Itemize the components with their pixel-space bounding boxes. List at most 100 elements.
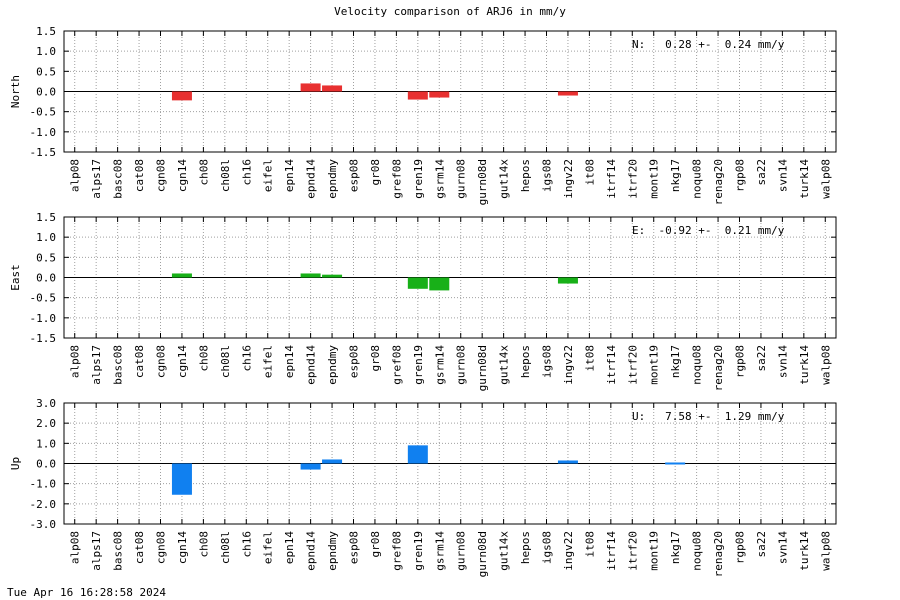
x-tick-label: walp08: [819, 345, 832, 385]
x-tick-label: gsrm14: [433, 159, 446, 199]
y-tick-label: 2.0: [36, 417, 56, 430]
x-tick-label: eifel: [262, 159, 275, 192]
x-tick-label: gr08: [369, 531, 382, 558]
chart-panel-up: 3.0 2.0 1.0 0.0 -1.0 -2.0 -3.0 alp08 alps17 basc0…: [9, 397, 837, 577]
x-tick-label: renag20: [712, 159, 725, 205]
plot-frame: [63, 30, 837, 153]
x-tick-label: gurn08: [455, 159, 468, 199]
y-tick-label: 1.5: [36, 211, 56, 224]
x-tick-label: basc08: [112, 159, 125, 199]
x-tick-label: gut14x: [498, 345, 511, 385]
x-tick-label: ch08l: [219, 531, 232, 564]
x-tick-label: ch16: [240, 345, 253, 372]
y-tick-label: 0.0: [36, 86, 56, 99]
x-tick-label: gr08: [369, 345, 382, 372]
y-tick-label: -0.5: [30, 106, 57, 119]
x-tick-label: gurn08d: [476, 159, 489, 205]
y-tick-label: 0.0: [36, 458, 56, 471]
bar-nkg17: [665, 462, 686, 465]
timestamp: Tue Apr 16 16:28:58 2024: [7, 586, 166, 599]
y-tick-label: -1.0: [30, 312, 57, 325]
x-tick-label: basc08: [112, 345, 125, 385]
bar-cgn14: [171, 91, 192, 101]
x-tick-label: ch16: [240, 531, 253, 558]
x-tick-label: mont19: [648, 345, 661, 385]
x-tick-label: ch08l: [219, 159, 232, 192]
x-tick-label: noqu08: [691, 159, 704, 199]
x-tick-label: it08: [583, 531, 596, 558]
x-tick-label: ch08l: [219, 345, 232, 378]
y-tick-label: 1.5: [36, 25, 56, 38]
plot-frame: [63, 402, 837, 525]
x-tick-label: ch08: [197, 159, 210, 186]
x-tick-label: gref08: [390, 159, 403, 199]
x-tick-label: cgn08: [155, 159, 168, 192]
x-tick-label: basc08: [112, 531, 125, 571]
x-tick-label: igs08: [541, 345, 554, 378]
x-tick-label: alp08: [69, 531, 82, 564]
x-tick-label: cgn14: [176, 345, 189, 378]
x-tick-label: epndmy: [326, 159, 339, 199]
x-tick-label: itrf14: [605, 531, 618, 571]
x-tick-label: epn14: [283, 345, 296, 378]
x-tick-label: rgp08: [734, 159, 747, 192]
bar-gren19: [407, 91, 428, 100]
y-tick-label: -1.5: [30, 146, 57, 159]
x-tick-label: itrf20: [626, 159, 639, 199]
y-tick-label: 1.0: [36, 231, 56, 244]
x-tick-label: gut14x: [498, 159, 511, 199]
x-tick-label: igs08: [541, 159, 554, 192]
bar-epnd14: [300, 83, 321, 92]
x-tick-label: itrf20: [626, 345, 639, 385]
chart-panel-north: 1.5 1.0 0.5 0.0 -0.5 -1.0 -1.5 alp08 alps17 basc0…: [9, 25, 837, 205]
y-axis-label: North: [9, 75, 22, 108]
x-tick-label: ch16: [240, 159, 253, 186]
y-tick-label: -0.5: [30, 292, 57, 305]
y-tick-label: 1.0: [36, 45, 56, 58]
bar-gren19: [407, 277, 428, 289]
x-tick-label: cgn08: [155, 345, 168, 378]
x-tick-label: ingv22: [562, 345, 575, 385]
x-tick-label: igs08: [541, 531, 554, 564]
x-tick-label: eifel: [262, 345, 275, 378]
x-tick-label: mont19: [648, 531, 661, 571]
x-tick-label: it08: [583, 159, 596, 186]
x-tick-label: svn14: [776, 531, 789, 564]
bar-ingv22: [557, 91, 578, 96]
bar-gren19: [407, 445, 428, 464]
bar-ingv22: [557, 460, 578, 464]
y-axis-label: Up: [9, 457, 22, 470]
x-tick-label: epnd14: [305, 159, 318, 199]
x-tick-label: eifel: [262, 531, 275, 564]
velocity-annotation: U: 7.58 +- 1.29 mm/y: [632, 410, 785, 423]
x-tick-label: it08: [583, 345, 596, 372]
x-tick-label: noqu08: [691, 531, 704, 571]
y-tick-label: 0.5: [36, 251, 56, 264]
x-tick-label: alp08: [69, 159, 82, 192]
y-tick-label: -1.0: [30, 126, 57, 139]
x-tick-label: mont19: [648, 159, 661, 199]
x-tick-label: epndmy: [326, 531, 339, 571]
x-tick-label: svn14: [776, 345, 789, 378]
x-tick-label: itrf14: [605, 345, 618, 385]
x-tick-label: walp08: [819, 531, 832, 571]
x-tick-label: hepos: [519, 345, 532, 378]
bar-cgn14: [171, 463, 192, 495]
x-tick-label: esp08: [348, 159, 361, 192]
x-tick-label: renag20: [712, 345, 725, 391]
bar-epnd14: [300, 273, 321, 278]
bar-gsrm14: [429, 277, 450, 291]
x-tick-label: rgp08: [734, 345, 747, 378]
x-tick-label: epnd14: [305, 345, 318, 385]
x-tick-label: gurn08d: [476, 345, 489, 391]
x-tick-label: cgn14: [176, 159, 189, 192]
x-tick-label: ch08: [197, 531, 210, 558]
x-tick-label: gref08: [390, 531, 403, 571]
x-tick-label: ingv22: [562, 531, 575, 571]
x-tick-label: epndmy: [326, 345, 339, 385]
bar-ingv22: [557, 277, 578, 284]
x-tick-label: gren19: [412, 531, 425, 571]
chart-panel-east: 1.5 1.0 0.5 0.0 -0.5 -1.0 -1.5 alp08 alps17 basc0…: [9, 211, 837, 391]
x-tick-label: cat08: [133, 531, 146, 564]
velocity-annotation: N: 0.28 +- 0.24 mm/y: [632, 38, 785, 51]
